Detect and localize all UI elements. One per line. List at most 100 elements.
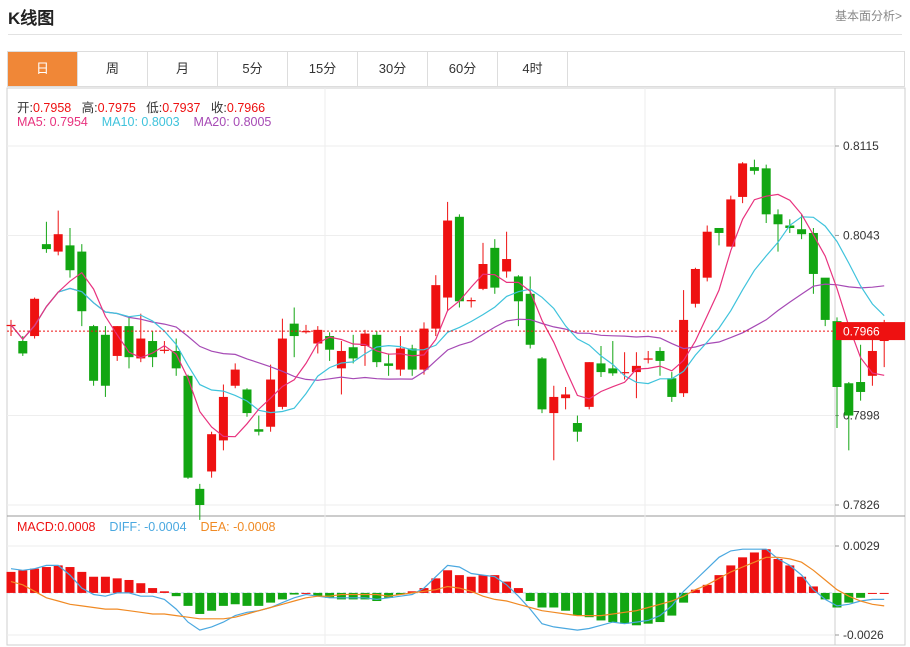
macd-bar: [797, 576, 807, 593]
candle: [761, 164, 771, 224]
macd-bar: [879, 592, 889, 594]
candle-body: [761, 168, 771, 215]
macd-bar: [620, 592, 630, 624]
candle: [218, 384, 228, 451]
macd-bar: [867, 592, 877, 594]
macd-tick-label-0: 0.0029: [843, 539, 880, 553]
macd-bar: [761, 549, 771, 593]
candle-body: [797, 229, 807, 235]
chart-frame: [6, 87, 906, 646]
candle: [183, 374, 193, 479]
candle-body: [513, 276, 523, 302]
candle: [513, 275, 523, 327]
tab-4hour[interactable]: 4时: [498, 52, 568, 86]
candle-body: [65, 245, 75, 271]
tab-day[interactable]: 日: [8, 52, 78, 86]
macd-bar: [726, 565, 736, 593]
candle-body: [502, 259, 512, 272]
macd-bar: [289, 592, 299, 595]
period-tabs: 日 周 月 5分 15分 30分 60分 4时: [7, 51, 905, 87]
last-price-tag: [836, 322, 905, 341]
candle-body: [690, 268, 700, 304]
macd-bar: [18, 570, 28, 593]
tab-30min[interactable]: 30分: [358, 52, 428, 86]
candle-body: [655, 350, 665, 361]
tab-week[interactable]: 周: [78, 52, 148, 86]
close-value: 0.7966: [226, 101, 266, 115]
low-label: 低:: [146, 101, 163, 115]
candle: [561, 386, 571, 410]
fundamental-analysis-link[interactable]: 基本面分析>: [834, 9, 902, 23]
candle-body: [301, 331, 311, 333]
candle: [466, 297, 476, 308]
candle-body: [549, 396, 559, 414]
candle-body: [254, 429, 264, 432]
macd-bar: [53, 565, 63, 593]
candle: [443, 201, 453, 312]
candle-body: [443, 220, 453, 298]
macd-bar: [277, 592, 287, 600]
macd-bar: [207, 592, 217, 611]
macd-bar: [395, 592, 405, 595]
candle: [395, 336, 405, 376]
candle: [702, 225, 712, 282]
low-value: 0.7937: [162, 101, 201, 115]
tab-5min[interactable]: 5分: [218, 52, 288, 86]
candle: [124, 316, 134, 369]
macd-bar: [537, 592, 547, 608]
dea-label: DEA:: [200, 520, 234, 534]
tab-15min[interactable]: 15分: [288, 52, 358, 86]
ma20-label: MA20:: [193, 115, 234, 129]
macd-bar: [549, 592, 559, 608]
candle-body: [808, 232, 818, 274]
candle: [159, 341, 169, 354]
dea-value: -0.0008: [233, 520, 276, 534]
candle: [30, 297, 40, 339]
diff-label: DIFF:: [109, 520, 145, 534]
candle: [372, 331, 382, 368]
candle: [148, 331, 158, 368]
macd-bar: [230, 592, 240, 605]
candle: [714, 227, 724, 246]
macd-bar: [112, 578, 122, 593]
candle-body: [608, 368, 618, 374]
candle: [490, 239, 500, 294]
candle: [679, 290, 689, 397]
ma5-line: [10, 193, 885, 438]
macd-bar: [195, 592, 205, 614]
macd-bar: [454, 575, 464, 593]
macd-bar: [702, 584, 712, 593]
candles: [6, 159, 889, 520]
macd-readout: MACD:0.0008 DIFF: -0.0004 DEA: -0.0008: [17, 520, 276, 534]
candle-body: [714, 227, 724, 233]
macd-bar: [856, 592, 866, 598]
candle-body: [313, 329, 323, 344]
macd-bar: [266, 592, 276, 603]
candle: [631, 352, 641, 399]
tab-month[interactable]: 月: [148, 52, 218, 86]
candle: [301, 324, 311, 334]
candle-body: [702, 231, 712, 278]
macd-bar: [348, 592, 358, 600]
candle: [254, 415, 264, 436]
candle-body: [537, 358, 547, 410]
candle-body: [572, 423, 582, 432]
candle-body: [89, 326, 99, 381]
macd-bar: [631, 592, 641, 626]
macd-bar: [714, 575, 724, 593]
candle-body: [667, 378, 677, 397]
candle-body: [620, 372, 630, 374]
high-label: 高:: [81, 101, 98, 115]
tab-60min[interactable]: 60分: [428, 52, 498, 86]
candle-body: [18, 341, 28, 354]
ma10-value: 0.8003: [141, 115, 180, 129]
macd-bar: [572, 592, 582, 616]
last-price-label: 0.7966: [843, 325, 880, 339]
candle-body: [207, 434, 217, 472]
candle: [596, 345, 606, 378]
ma20-value: 0.8005: [233, 115, 272, 129]
candle: [77, 244, 87, 327]
candle: [89, 324, 99, 386]
macd-bar: [749, 552, 759, 593]
